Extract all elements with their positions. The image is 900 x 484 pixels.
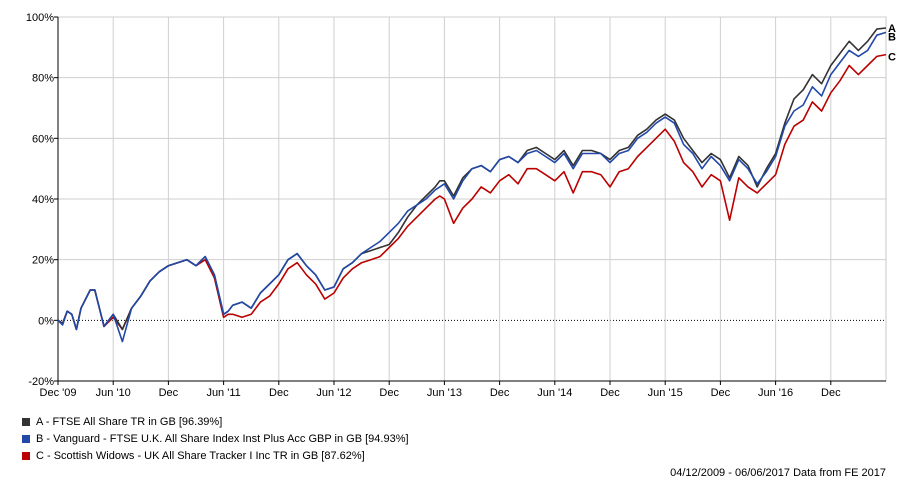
series-end-label-c: C: [888, 52, 896, 64]
x-tick-label: Dec: [379, 387, 399, 399]
x-tick-label: Jun '15: [648, 387, 683, 399]
y-axis: 100% 80% 60% 40% 20% 0% -20%: [26, 12, 59, 388]
x-tick-label: Jun '14: [537, 387, 572, 399]
x-tick-label: Dec: [600, 387, 620, 399]
chart-grid: [57, 16, 887, 382]
series-line-b: [57, 31, 887, 343]
legend-label-b: B - Vanguard - FTSE U.K. All Share Index…: [36, 432, 409, 445]
y-tick-label: -20%: [28, 376, 54, 388]
line-chart: 100%80%60%40%20%0%-20% Dec '09 Jun '10 Dec…: [26, 12, 896, 399]
end-labels: ABC: [888, 23, 896, 64]
x-tick-label: Dec: [490, 387, 510, 399]
x-tick-label: Dec '09: [40, 387, 77, 399]
legend-label-c: C - Scottish Widows - UK All Share Track…: [36, 449, 365, 462]
y-tick-label: 20%: [32, 255, 54, 267]
x-tick-label: Jun '10: [96, 387, 131, 399]
x-tick-label: Dec: [821, 387, 841, 399]
legend-item-b[interactable]: B - Vanguard - FTSE U.K. All Share Index…: [22, 430, 409, 447]
x-tick-label: Jun '16: [758, 387, 793, 399]
y-tick-label: 0%: [38, 315, 54, 327]
x-tick-label: Jun '11: [206, 387, 240, 399]
y-tick-label: 80%: [32, 73, 54, 85]
legend-item-a[interactable]: A - FTSE All Share TR in GB [96.39%]: [22, 413, 409, 430]
date-range-footer: 04/12/2009 - 06/06/2017 Data from FE 201…: [670, 467, 886, 479]
legend-swatch-a: [22, 417, 30, 426]
legend-item-c[interactable]: C - Scottish Widows - UK All Share Track…: [22, 447, 409, 464]
x-axis: Dec '09 Jun '10 Dec Jun '11 Dec Jun '12 Dec Jun…: [40, 380, 886, 399]
series-end-label-a: A: [888, 23, 896, 35]
y-tick-label: 60%: [32, 133, 54, 145]
series-line-c: [57, 53, 887, 331]
x-tick-label: Jun '13: [427, 387, 462, 399]
legend-label-a: A - FTSE All Share TR in GB [96.39%]: [36, 415, 223, 428]
legend-swatch-b: [22, 434, 30, 443]
legend: A - FTSE All Share TR in GB [96.39%] B -…: [22, 413, 409, 464]
y-tick-label: 100%: [26, 12, 54, 24]
series-end-label-b: B: [888, 31, 896, 43]
x-tick-label: Dec: [159, 387, 179, 399]
y-tick-label: 40%: [32, 194, 54, 206]
x-tick-label: Dec: [269, 387, 289, 399]
legend-swatch-c: [22, 451, 30, 460]
x-tick-label: Dec: [711, 387, 731, 399]
series-group: [57, 27, 887, 343]
x-tick-label: Jun '12: [316, 387, 351, 399]
